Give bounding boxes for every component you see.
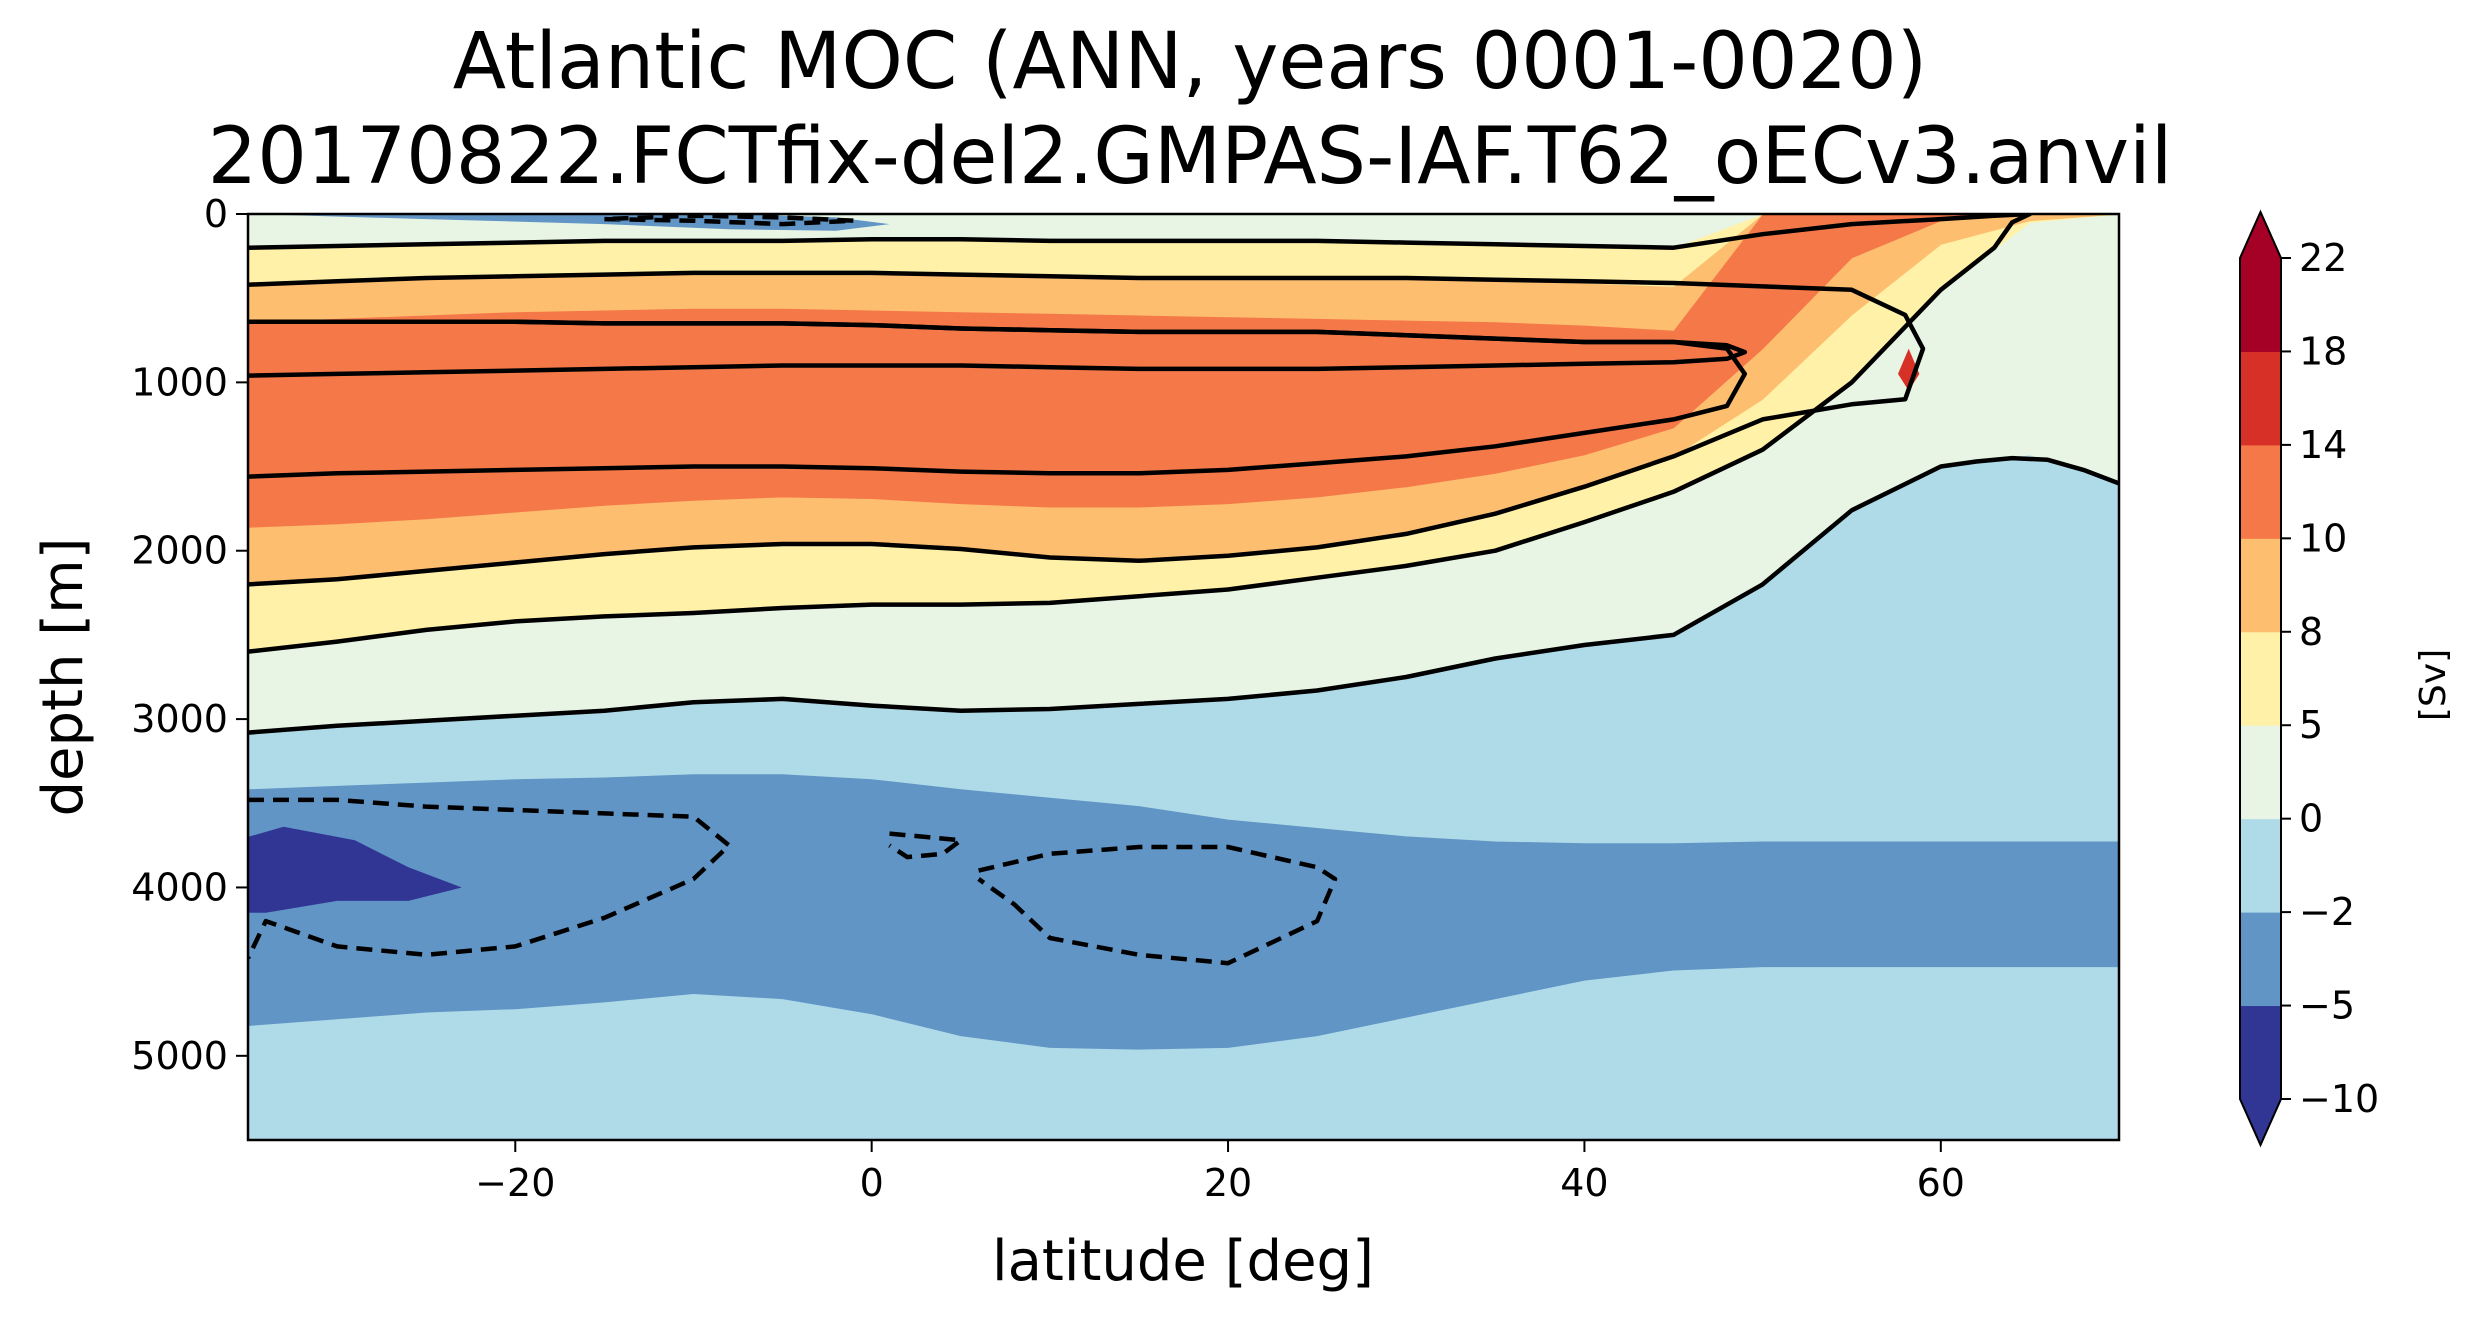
colorbar-segment: [2240, 1005, 2281, 1100]
colorbar-segment: [2240, 538, 2281, 633]
contour-line-neg2-small: [888, 831, 964, 860]
colorbar-extend-min: [2240, 1099, 2281, 1145]
colorbar-extend-max: [2240, 212, 2281, 258]
colorbar-tick-label: 14: [2299, 423, 2347, 467]
contour-line-5-upper: [248, 214, 2031, 250]
colorbar-tick-label: −2: [2299, 890, 2355, 934]
colorbar-label: [Sv]: [2413, 649, 2454, 721]
contour-line-5-lower: [248, 214, 2033, 654]
y-tick-label: 2000: [131, 529, 228, 573]
y-tick-label: 0: [204, 192, 228, 236]
plot-frame: [246, 212, 2121, 1142]
colorbar-tick-label: 22: [2299, 236, 2347, 280]
contour-plot-area: [248, 214, 2119, 1140]
deep-strong-negative-patch: [248, 826, 462, 913]
x-axis-ticks: −20 0 20 40 60: [475, 1140, 1965, 1205]
colorbar-segment: [2240, 912, 2281, 1007]
colorbar-tick-label: −10: [2299, 1077, 2379, 1121]
colorbar-segment: [2240, 725, 2281, 820]
colorbar-tick-label: 10: [2299, 516, 2347, 560]
colorbar-segment: [2240, 444, 2281, 539]
y-tick-label: 5000: [131, 1034, 228, 1078]
contour-line-8: [248, 270, 1926, 587]
surface-negative-cell: [248, 214, 890, 231]
x-tick-label: −20: [475, 1161, 555, 1205]
colorbar-segment: [2240, 631, 2281, 726]
lower-cell-inner: [248, 774, 2119, 1050]
contour-line-10-inner: [248, 319, 1748, 378]
contour-lines: [248, 214, 2119, 966]
filled-contour-bands: [248, 214, 2119, 1140]
y-tick-label: 1000: [131, 360, 228, 404]
y-tick-label: 3000: [131, 697, 228, 741]
y-axis-label: depth [m]: [31, 537, 96, 816]
chart-title-line2: 20170822.FCTfix-del2.GMPAS-IAF.T62_oECv3…: [208, 112, 2173, 202]
y-axis-ticks: 0 1000 2000 3000 4000 5000: [131, 192, 248, 1078]
x-tick-label: 20: [1204, 1161, 1252, 1205]
y-tick-label: 4000: [131, 865, 228, 909]
colorbar-tick-label: 0: [2299, 797, 2323, 841]
colorbar-segment: [2240, 351, 2281, 446]
contour-line-0: [248, 455, 2119, 735]
x-tick-label: 0: [860, 1161, 884, 1205]
contour-line-neg-surface: [604, 214, 857, 227]
colorbar: −10 −5 −2 0 5 8 10 14 18 22: [2239, 209, 2379, 1148]
colorbar-tick-label: 18: [2299, 329, 2347, 373]
filled-contour-patches: [248, 214, 1920, 913]
x-tick-label: 60: [1917, 1161, 1965, 1205]
colorbar-segment: [2240, 818, 2281, 913]
x-axis-label: latitude [deg]: [992, 1229, 1374, 1294]
colorbar-tick-label: 5: [2299, 703, 2323, 747]
contour-line-neg2-east: [977, 844, 1338, 966]
chart-title-line1: Atlantic MOC (ANN, years 0001-0020): [453, 17, 1927, 107]
colorbar-tick-label: −5: [2299, 984, 2355, 1028]
x-tick-label: 40: [1560, 1161, 1608, 1205]
colorbar-tick-label: 8: [2299, 610, 2323, 654]
colorbar-segment: [2240, 258, 2281, 352]
